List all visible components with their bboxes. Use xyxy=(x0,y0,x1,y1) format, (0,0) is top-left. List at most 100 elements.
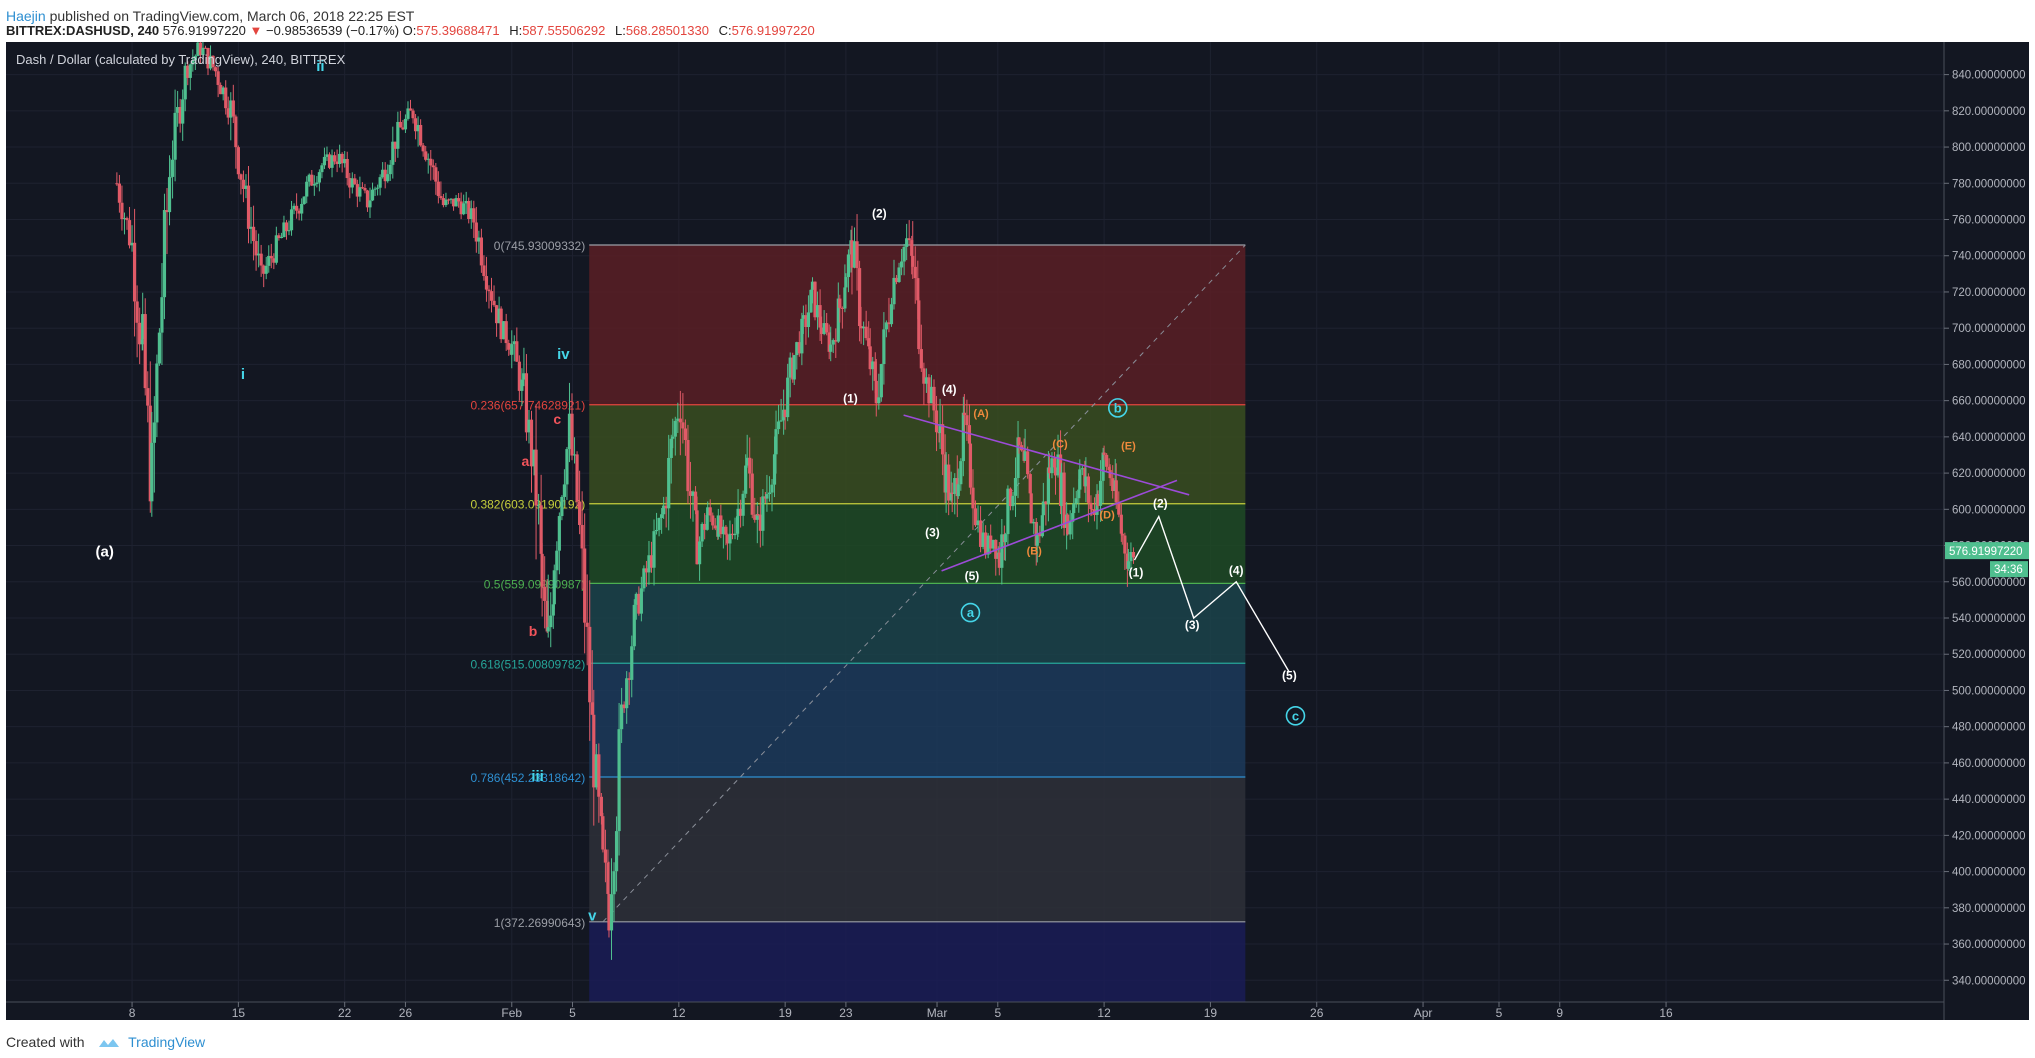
candle-body xyxy=(625,678,629,709)
candle-body xyxy=(603,849,608,863)
candle-body xyxy=(572,454,577,456)
candle-body xyxy=(1046,467,1051,504)
candle-body xyxy=(543,586,547,601)
candle-body xyxy=(345,158,349,179)
time-axis[interactable]: 8 15 22 26 Feb 5 12 19 23 Mar 5 12 19 26 Apr 5 9 16 xyxy=(6,1001,1944,1020)
candle-body xyxy=(251,226,256,242)
candle-body xyxy=(168,176,172,178)
open-label: O: xyxy=(402,23,417,38)
candle-body xyxy=(669,438,673,458)
candle-body xyxy=(310,174,314,186)
candle-body xyxy=(567,413,572,450)
candle-body xyxy=(862,326,866,329)
candle-body xyxy=(221,87,225,95)
wave-label: iv xyxy=(557,346,570,363)
candle-body xyxy=(305,181,309,197)
current-price-tag xyxy=(1945,542,2029,560)
candle-body xyxy=(436,181,440,197)
candle-body xyxy=(1129,551,1133,562)
candle-body xyxy=(788,357,792,378)
fibonacci-retracement[interactable]: 0(745.93009332)0.236(657.74628921)0.382(… xyxy=(470,239,1246,1002)
candle-body xyxy=(474,222,478,242)
candle-body xyxy=(607,893,611,931)
candle-body xyxy=(143,314,147,389)
candlestick-series xyxy=(115,42,1136,960)
candle-body xyxy=(927,377,931,404)
candle-body xyxy=(462,203,466,215)
candle-body xyxy=(813,281,817,318)
candle-body xyxy=(517,361,521,391)
candle-body xyxy=(1107,466,1111,471)
wave-label: (A) xyxy=(973,408,989,420)
candle-body xyxy=(827,332,831,352)
candle-body xyxy=(756,514,760,516)
candle-body xyxy=(733,533,737,536)
candle-body xyxy=(917,300,921,350)
price-chart[interactable]: 0(745.93009332)0.236(657.74628921)0.382(… xyxy=(6,42,2029,1020)
candle-body xyxy=(1080,468,1084,470)
candle-body xyxy=(170,159,175,177)
candle-body xyxy=(1098,480,1103,506)
candle-body xyxy=(910,240,914,256)
candle-body xyxy=(892,277,896,305)
candle-body xyxy=(968,443,973,488)
candle-body xyxy=(838,298,842,308)
candle-body xyxy=(307,174,311,182)
candle-body xyxy=(320,165,324,173)
candle-body xyxy=(810,281,815,290)
last-price: 576.91997220 xyxy=(162,23,246,38)
candle-body xyxy=(962,412,966,416)
candle-body xyxy=(976,520,980,526)
candle-body xyxy=(297,210,301,214)
candle-body xyxy=(971,487,975,509)
time-tick-label: 23 xyxy=(839,1006,853,1020)
candle-body xyxy=(267,255,271,266)
candle-body xyxy=(1117,502,1121,515)
candle-body xyxy=(441,198,446,206)
candle-body xyxy=(469,208,473,219)
candle-body xyxy=(421,145,425,152)
low-value: 568.28501330 xyxy=(625,23,709,38)
candle-body xyxy=(162,210,167,298)
chart-panel[interactable]: 0(745.93009332)0.236(657.74628921)0.382(… xyxy=(6,42,2029,1020)
candle-body xyxy=(597,754,601,797)
candle-body xyxy=(198,42,203,56)
candle-body xyxy=(383,169,387,182)
candle-body xyxy=(649,555,654,568)
candle-body xyxy=(396,121,400,149)
candle-body xyxy=(277,235,281,239)
candle-body xyxy=(822,323,826,334)
candle-body xyxy=(700,523,704,542)
close-value: 576.91997220 xyxy=(731,23,815,38)
candle-body xyxy=(899,261,904,268)
candle-body xyxy=(165,210,169,213)
time-tick-label: Feb xyxy=(501,1006,522,1020)
candle-body xyxy=(950,492,954,494)
candle-body xyxy=(292,205,296,210)
candle-body xyxy=(206,48,210,69)
author-link[interactable]: Haejin xyxy=(6,8,46,24)
candle-body xyxy=(231,100,235,117)
fib-level-label: 0.382(603.09190192) xyxy=(470,498,585,512)
tradingview-link[interactable]: TradingView xyxy=(128,1034,206,1050)
candle-body xyxy=(741,493,745,516)
candle-body xyxy=(580,524,584,549)
candle-body xyxy=(609,894,614,931)
candle-body xyxy=(302,196,306,204)
price-axis[interactable]: 340.00000000 360.00000000 380.00000000 400.… xyxy=(1943,42,2029,1020)
candle-body xyxy=(429,158,433,166)
candle-body xyxy=(173,112,177,160)
candle-body xyxy=(622,704,626,709)
candle-body xyxy=(859,326,863,329)
candle-body xyxy=(632,604,636,647)
candle-body xyxy=(879,364,883,398)
candle-body xyxy=(193,55,197,61)
circled-wave-marker xyxy=(1285,706,1306,726)
candle-body xyxy=(606,862,610,894)
candle-body xyxy=(381,169,385,178)
candle-body xyxy=(338,153,342,165)
candle-body xyxy=(534,449,538,506)
candle-body xyxy=(846,254,851,278)
candle-body xyxy=(644,568,649,573)
candle-body xyxy=(929,386,934,404)
